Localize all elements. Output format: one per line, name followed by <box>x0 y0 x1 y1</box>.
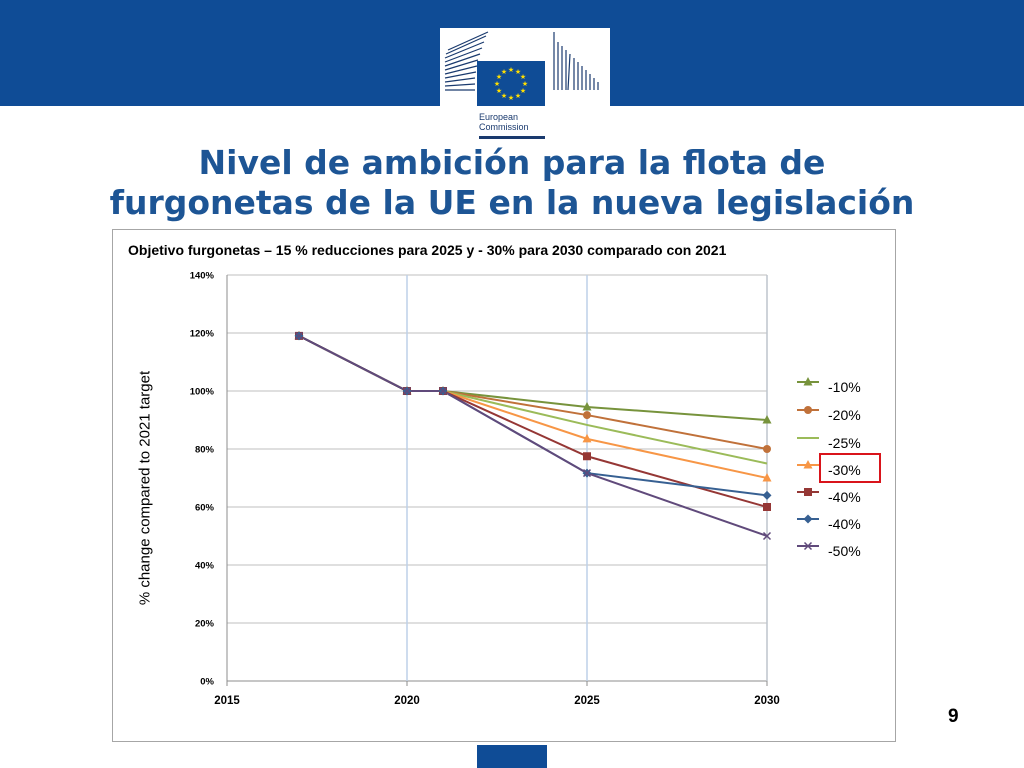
series-line <box>298 335 768 421</box>
x-tick-label: 2025 <box>574 695 600 707</box>
berlaymont-logo-icon: ★ ★★ ★★★ ★★★ ★★★ <box>444 31 599 106</box>
data-point <box>583 452 591 461</box>
logo-wordmark: European Commission <box>479 112 529 132</box>
data-point <box>438 386 448 396</box>
legend-label: -50% <box>828 543 861 559</box>
x-tick-label: 2020 <box>394 695 420 707</box>
svg-text:★: ★ <box>501 68 507 76</box>
data-point <box>582 401 592 411</box>
legend-swatch-marker <box>803 377 813 386</box>
title-line-2: furgonetas de la UE en la nueva legislac… <box>109 183 915 222</box>
y-tick-label: 80% <box>195 445 215 456</box>
logo-line-european: European <box>479 112 519 122</box>
series-line <box>298 335 768 465</box>
chart-frame <box>112 229 896 742</box>
legend-swatch-marker <box>804 488 812 496</box>
data-point <box>763 445 771 453</box>
y-tick-label: 120% <box>190 329 215 340</box>
svg-text:★: ★ <box>496 73 502 81</box>
y-tick-label: 100% <box>190 387 215 398</box>
data-point <box>762 490 772 500</box>
legend-swatch-marker <box>803 460 813 469</box>
data-point <box>402 386 412 396</box>
legend-label: -40% <box>828 516 861 532</box>
page-number: 9 <box>948 706 959 727</box>
legend-label: -20% <box>828 407 861 423</box>
svg-text:★: ★ <box>515 92 521 100</box>
svg-text:★: ★ <box>520 87 526 95</box>
data-point <box>582 469 592 478</box>
y-tick-label: 60% <box>195 503 215 514</box>
svg-text:★: ★ <box>508 94 514 102</box>
logo-underline <box>479 136 545 139</box>
legend-swatch-marker <box>804 406 812 414</box>
data-point <box>294 331 304 340</box>
x-tick-label: 2015 <box>214 695 240 707</box>
y-tick-label: 40% <box>195 561 215 572</box>
svg-text:★: ★ <box>522 80 528 88</box>
data-point <box>762 531 772 541</box>
legend-swatch-marker <box>803 514 813 524</box>
svg-text:★: ★ <box>508 66 514 74</box>
legend-label: -30% <box>828 462 861 478</box>
legend-highlight-box <box>819 453 881 483</box>
legend-label: -10% <box>828 379 861 395</box>
svg-text:★: ★ <box>496 87 502 95</box>
data-point <box>582 433 592 443</box>
data-point <box>762 473 772 482</box>
y-tick-label: 0% <box>200 677 214 688</box>
title-line-1: Nivel de ambición para la flota de <box>198 143 826 182</box>
chart-title: Objetivo furgonetas – 15 % reducciones p… <box>128 242 727 258</box>
legend-label: -25% <box>828 435 861 451</box>
svg-text:★: ★ <box>501 92 507 100</box>
footer-tab <box>477 745 547 768</box>
data-point <box>762 415 772 424</box>
x-tick-label: 2030 <box>754 695 780 707</box>
y-tick-label: 20% <box>195 619 215 630</box>
legend-label: -40% <box>828 489 861 505</box>
svg-text:★: ★ <box>520 73 526 81</box>
data-point <box>583 411 591 420</box>
logo-line-commission: Commission <box>479 122 529 132</box>
european-commission-logo: ★ ★ ★ ★ ★ ★ ★ ★ ★ ★ ★ ★ European Commission <box>440 28 610 143</box>
svg-text:★: ★ <box>515 68 521 76</box>
svg-text:★: ★ <box>494 80 500 88</box>
y-tick-label: 140% <box>190 271 215 282</box>
data-point <box>763 503 771 511</box>
page-title: Nivel de ambición para la flota de furgo… <box>40 143 984 223</box>
legend-swatch-marker <box>803 541 813 551</box>
